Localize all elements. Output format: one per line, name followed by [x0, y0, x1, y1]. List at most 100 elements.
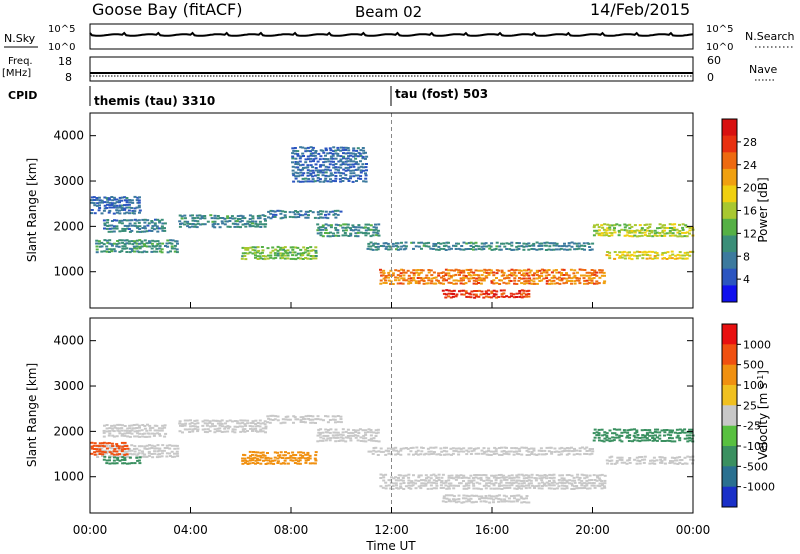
power-cell — [120, 207, 124, 209]
velocity-cell — [120, 427, 124, 430]
power-colorbar-title: Power [dB] — [756, 177, 770, 242]
power-cell — [311, 180, 315, 183]
power-cell — [123, 196, 127, 199]
power-cell — [211, 220, 215, 223]
velocity-cell — [550, 477, 554, 480]
velocity-cell — [432, 487, 436, 490]
power-cell — [676, 235, 680, 238]
power-cell — [442, 245, 446, 248]
velocity-cell — [542, 484, 546, 487]
power-cell — [525, 242, 529, 245]
velocity-cell — [434, 474, 438, 477]
power-cell — [465, 276, 469, 279]
velocity-cell — [588, 487, 592, 490]
power-cell — [666, 227, 670, 229]
velocity-cell — [264, 427, 268, 430]
power-cell — [555, 248, 558, 251]
velocity-cell — [123, 441, 127, 444]
power-cell — [502, 289, 506, 292]
velocity-cell — [480, 452, 484, 455]
power-cell — [324, 227, 328, 230]
velocity-cell — [628, 434, 632, 437]
velocity-cell — [140, 445, 144, 448]
power-cell — [356, 147, 360, 150]
power-cell — [597, 234, 601, 237]
power-cell — [316, 160, 320, 163]
power-cell — [140, 242, 144, 245]
power-cell — [156, 243, 160, 245]
power-cell — [527, 268, 531, 271]
power-cell — [223, 223, 227, 226]
power-cell — [138, 239, 142, 242]
velocity-cell — [472, 482, 475, 485]
velocity-cell — [452, 477, 456, 480]
velocity-cell — [608, 456, 612, 459]
velocity-cell — [90, 452, 94, 455]
power-y-axis-label: Slant Range [km] — [25, 158, 39, 262]
power-cell — [567, 276, 571, 279]
velocity-cell — [443, 446, 446, 449]
power-cell — [517, 248, 521, 250]
velocity-cell — [153, 447, 157, 450]
velocity-cell — [632, 439, 636, 442]
velocity-colorbar-swatch — [722, 385, 737, 406]
power-cell — [563, 242, 566, 245]
power-cell — [279, 212, 283, 215]
power-cell — [213, 222, 217, 225]
power-cell — [638, 251, 642, 253]
power-cell — [292, 174, 296, 177]
power-cell — [477, 289, 481, 292]
power-cell — [145, 242, 149, 245]
power-cell — [352, 160, 356, 163]
power-cell — [660, 253, 664, 256]
power-cell — [643, 231, 647, 234]
power-band-11 — [90, 195, 142, 215]
power-cell — [102, 209, 106, 212]
velocity-cell — [653, 462, 657, 465]
velocity-cell — [494, 479, 498, 482]
velocity-cell — [681, 429, 685, 432]
power-cell — [106, 221, 109, 224]
power-cell — [389, 283, 393, 285]
power-cell — [685, 257, 689, 260]
power-cell — [367, 232, 370, 235]
velocity-cell — [93, 442, 97, 445]
power-cell — [291, 155, 295, 158]
power-cell — [112, 248, 116, 251]
velocity-cell — [357, 432, 361, 434]
power-cell — [580, 268, 584, 271]
power-cell — [469, 271, 473, 274]
velocity-cell — [663, 434, 666, 437]
velocity-cell — [376, 454, 380, 456]
velocity-cell — [548, 473, 552, 476]
velocity-cell — [113, 426, 117, 429]
velocity-cell — [241, 462, 245, 465]
velocity-cell — [651, 434, 655, 437]
velocity-cell — [444, 484, 448, 487]
velocity-cell — [244, 424, 248, 427]
velocity-cell — [635, 456, 639, 459]
velocity-cell — [515, 500, 519, 503]
power-cell — [316, 229, 320, 232]
power-cell — [369, 248, 373, 251]
velocity-cell — [160, 452, 164, 455]
power-band-7 — [379, 268, 607, 285]
velocity-cell — [367, 450, 371, 453]
velocity-cell — [297, 460, 300, 463]
velocity-cell — [593, 479, 597, 481]
velocity-cell — [322, 437, 326, 440]
power-cell — [301, 146, 305, 149]
power-cell — [304, 180, 308, 183]
velocity-cell — [479, 488, 483, 491]
power-cell — [321, 171, 325, 174]
power-cell — [600, 271, 604, 274]
power-cell — [133, 224, 137, 227]
power-cell — [357, 226, 361, 229]
velocity-cell — [510, 484, 514, 487]
power-cell — [484, 275, 488, 278]
power-cell — [331, 152, 335, 155]
power-cell — [286, 252, 290, 255]
power-cell — [364, 232, 368, 234]
power-cell — [477, 248, 481, 250]
velocity-cell — [90, 447, 94, 450]
